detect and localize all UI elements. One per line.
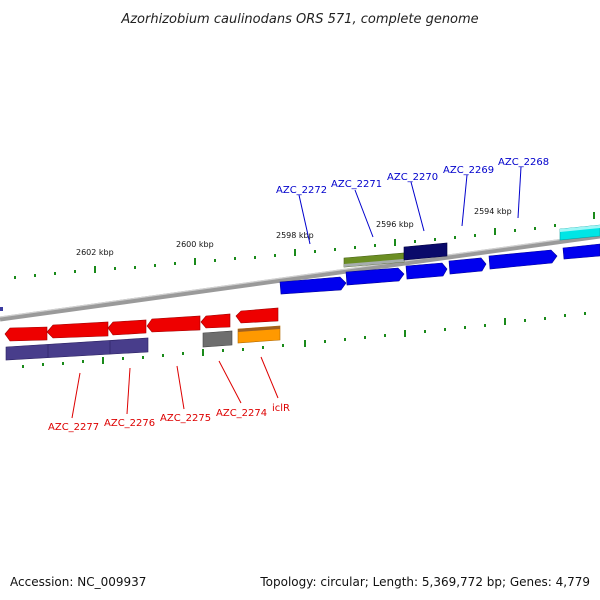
gene-block-cyan-top — [560, 225, 600, 232]
genome-summary-text: Topology: circular; Length: 5,369,772 bp… — [259, 575, 590, 589]
genome-backbone-highlight — [0, 233, 600, 318]
reverse-gene-labels: AZC_2277 AZC_2276 AZC_2275 AZC_2274 iclR — [48, 356, 290, 433]
lower-scale-ticks — [22, 312, 586, 368]
label-azc2269[interactable]: AZC_2269 — [443, 165, 494, 176]
label-azc2268[interactable]: AZC_2268 — [498, 157, 549, 168]
gene-block-gray[interactable] — [202, 330, 233, 348]
leader-azc2276 — [126, 367, 131, 415]
gene-azc2276-arrow[interactable] — [46, 321, 109, 339]
accession-text: Accession: NC_009937 — [10, 575, 146, 589]
label-azc2277[interactable]: AZC_2277 — [48, 422, 99, 433]
gene-block-purple[interactable] — [5, 337, 149, 361]
label-azc2276[interactable]: AZC_2276 — [104, 418, 155, 429]
label-azc2275[interactable]: AZC_2275 — [160, 413, 211, 424]
gene-next-forward-arrow[interactable] — [562, 243, 600, 260]
leader-azc2277 — [71, 372, 81, 419]
leader-azc2275 — [176, 365, 185, 410]
scale-label-2594: 2594 kbp — [474, 207, 512, 216]
gene-azc2269-arrow[interactable] — [448, 257, 487, 275]
scale-label-2602: 2602 kbp — [76, 248, 114, 257]
gene-small-red-arrow[interactable] — [200, 313, 231, 329]
edge-marker — [0, 307, 3, 311]
reverse-genes — [4, 307, 281, 361]
gene-iclr-arrow[interactable] — [235, 307, 279, 324]
gene-azc2270-arrow[interactable] — [405, 262, 448, 280]
scale-label-2600: 2600 kbp — [176, 240, 214, 249]
gene-block-olive-shadow — [344, 259, 404, 267]
leader-azc2270 — [410, 181, 425, 232]
gene-azc2277-arrow[interactable] — [4, 326, 48, 342]
genome-backbone — [0, 233, 600, 322]
leader-iclr — [260, 356, 279, 399]
label-azc2274[interactable]: AZC_2274 — [216, 408, 267, 419]
gene-block-orange-top — [238, 326, 280, 332]
gene-azc2272-arrow[interactable] — [279, 276, 347, 295]
leader-azc2271 — [354, 189, 374, 238]
gene-block-navy[interactable] — [403, 242, 448, 261]
leader-azc2272 — [298, 194, 311, 245]
label-iclr[interactable]: iclR — [272, 403, 290, 414]
map-title: Azorhizobium caulinodans ORS 571, comple… — [120, 12, 478, 27]
forward-gene-labels: AZC_2272 AZC_2271 AZC_2270 AZC_2269 AZC_… — [276, 157, 549, 245]
scale-label-2598: 2598 kbp — [276, 231, 314, 240]
leader-azc2268 — [517, 166, 522, 219]
forward-genes — [279, 224, 600, 295]
gene-azc2271-arrow[interactable] — [345, 267, 405, 286]
gene-azc2268-arrow[interactable] — [488, 249, 558, 270]
leader-azc2274 — [218, 360, 242, 404]
scale-label-2596: 2596 kbp — [376, 220, 414, 229]
gene-azc2275-arrow[interactable] — [107, 319, 147, 336]
leader-azc2269 — [461, 174, 468, 227]
label-azc2272[interactable]: AZC_2272 — [276, 185, 327, 196]
upper-scale-ticks — [14, 212, 595, 279]
gene-azc2274-arrow[interactable] — [146, 315, 201, 333]
label-azc2270[interactable]: AZC_2270 — [387, 172, 438, 183]
label-azc2271[interactable]: AZC_2271 — [331, 179, 382, 190]
